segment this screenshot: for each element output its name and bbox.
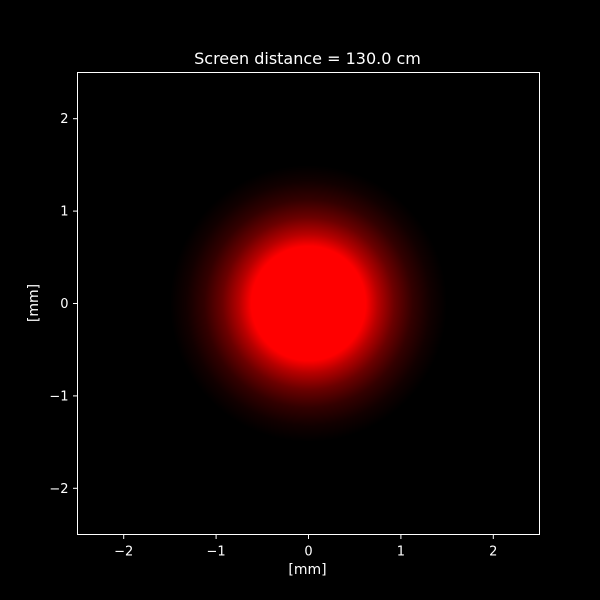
y-tick-label: 2 <box>60 112 68 127</box>
y-axis-label: [mm] <box>26 284 42 322</box>
y-axis-ticks: −2 −1 0 1 2 <box>49 112 78 497</box>
intensity-spot <box>169 164 448 443</box>
x-axis-label: [mm] <box>288 562 326 578</box>
x-tick-label: −2 <box>114 545 133 560</box>
x-tick-label: 0 <box>304 545 312 560</box>
x-tick-label: 2 <box>489 545 497 560</box>
x-axis-ticks: −2 −1 0 1 2 <box>114 534 497 560</box>
y-tick-label: −2 <box>49 482 68 497</box>
y-tick-label: −1 <box>49 389 68 404</box>
x-tick-label: 1 <box>397 545 405 560</box>
y-tick-label: 0 <box>60 297 68 312</box>
x-tick-label: −1 <box>207 545 226 560</box>
y-tick-label: 1 <box>60 205 68 220</box>
chart-title: Screen distance = 130.0 cm <box>194 49 421 68</box>
